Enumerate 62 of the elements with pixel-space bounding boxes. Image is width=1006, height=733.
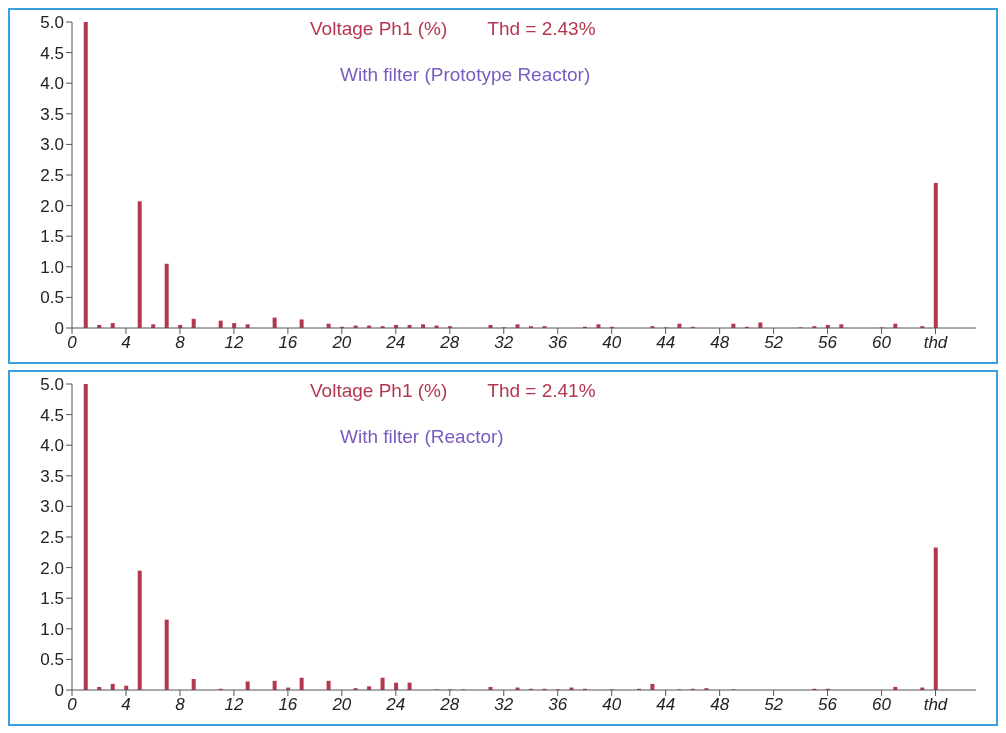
y-tick-label: 4.5	[40, 405, 64, 425]
y-tick-label: 2.5	[40, 166, 64, 186]
y-tick-label: 0	[54, 681, 64, 701]
x-tick-label: 8	[175, 695, 186, 715]
x-tick-label: 24	[385, 695, 406, 715]
x-tick-label: 24	[385, 333, 406, 353]
x-tick-label: 20	[331, 695, 352, 715]
x-tick-label: 40	[602, 695, 622, 715]
text: With filter (Reactor)	[340, 426, 504, 448]
x-tick-label: 60	[872, 333, 892, 353]
x-tick-label: 4	[121, 695, 131, 715]
x-tick-label: 44	[656, 333, 676, 353]
y-tick-label: 1.5	[40, 227, 64, 247]
y-tick-label: 0.5	[40, 288, 64, 308]
x-tick-label: 60	[872, 695, 892, 715]
x-tick-label: 8	[175, 333, 186, 353]
y-tick-label: 2.5	[40, 528, 64, 548]
y-tick-label: 3.5	[40, 104, 64, 124]
x-tick-label: 4	[121, 333, 131, 353]
y-tick-label: 5.0	[40, 13, 64, 33]
x-tick-label: 32	[494, 333, 514, 353]
x-tick-label: 52	[764, 695, 784, 715]
y-tick-label: 3.5	[40, 466, 64, 486]
x-tick-label: thd	[923, 333, 948, 353]
x-tick-label: 36	[548, 333, 568, 353]
x-tick-label: 36	[548, 695, 568, 715]
x-tick-label: 0	[67, 333, 78, 353]
y-tick-label: 5.0	[40, 375, 64, 395]
x-tick-label: 16	[278, 333, 298, 353]
x-tick-label: 0	[67, 695, 78, 715]
annotation: Thd = 2.43%	[487, 18, 596, 39]
x-tick-label: 12	[224, 333, 244, 353]
y-tick-label: 0.5	[40, 650, 64, 670]
chart-title: Voltage Ph1 (%)	[310, 380, 448, 401]
y-tick-label: 1.5	[40, 589, 64, 609]
y-tick-label: 3.0	[40, 135, 64, 155]
x-tick-label: 48	[710, 695, 730, 715]
x-tick-label: 32	[494, 695, 514, 715]
x-tick-label: 52	[764, 333, 784, 353]
x-tick-label: 16	[278, 695, 298, 715]
x-tick-label: 56	[818, 333, 838, 353]
x-tick-label: thd	[923, 695, 948, 715]
y-tick-label: 1.0	[40, 619, 64, 639]
y-tick-label: 4.0	[40, 74, 64, 94]
y-tick-label: 0	[54, 319, 64, 339]
x-tick-label: 48	[710, 333, 730, 353]
x-tick-label: 12	[224, 695, 244, 715]
x-tick-label: 20	[331, 333, 352, 353]
annotation: Thd = 2.41%	[487, 380, 596, 401]
x-tick-label: 40	[602, 333, 622, 353]
y-tick-label: 3.0	[40, 497, 64, 517]
y-tick-label: 4.5	[40, 43, 64, 63]
text: With filter (Prototype Reactor)	[340, 64, 591, 86]
chart-title: Voltage Ph1 (%)	[310, 18, 448, 39]
y-tick-label: 1.0	[40, 257, 64, 277]
x-tick-label: 28	[439, 695, 460, 715]
y-tick-label: 2.0	[40, 196, 64, 216]
x-tick-label: 56	[818, 695, 838, 715]
x-tick-label: 44	[656, 695, 676, 715]
y-tick-label: 4.0	[40, 436, 64, 456]
x-tick-label: 28	[439, 333, 460, 353]
y-tick-label: 2.0	[40, 558, 64, 578]
